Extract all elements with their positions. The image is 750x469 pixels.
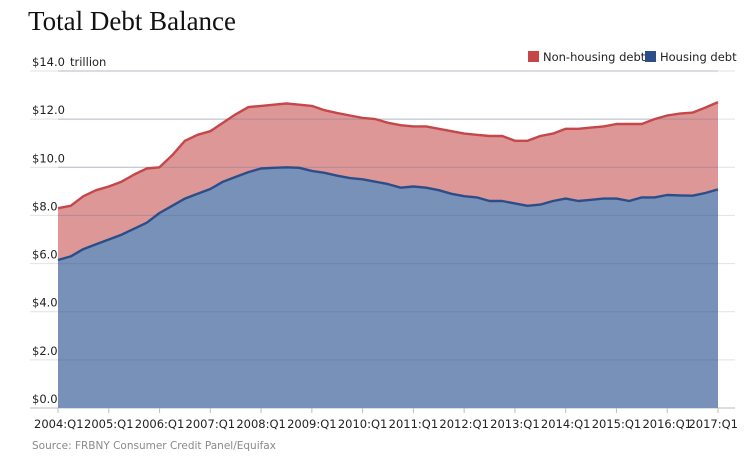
x-tick-label: 2004:Q1: [34, 417, 84, 431]
chart-title: Total Debt Balance: [28, 6, 237, 36]
x-tick-label: 2013:Q1: [490, 417, 540, 431]
y-tick-label: $14.0: [32, 55, 65, 69]
y-tick-label: $2.0: [32, 344, 58, 358]
y-tick-label: $6.0: [32, 248, 58, 262]
x-tick-label: 2005:Q1: [84, 417, 134, 431]
housing-debt-area: [58, 167, 718, 408]
x-tick-label: 2008:Q1: [236, 417, 286, 431]
y-tick-label: $4.0: [32, 296, 58, 310]
x-tick-label: 2012:Q1: [439, 417, 489, 431]
x-tick-label: 2016:Q1: [642, 417, 692, 431]
y-tick-label: $12.0: [32, 103, 65, 117]
non-housing-debt-line: [57, 100, 719, 210]
y-tick-label: $8.0: [32, 199, 58, 213]
x-tick-label: 2011:Q1: [389, 417, 439, 431]
x-tick-label: 2010:Q1: [338, 417, 388, 431]
non-housing-debt-area: [58, 102, 718, 260]
x-tick-label: 2007:Q1: [186, 417, 236, 431]
legend-label-housing: Housing debt: [660, 50, 737, 64]
x-tick-label: 2017:Q1: [688, 417, 738, 431]
legend-swatch-housing: [645, 51, 656, 62]
legend-label-non-housing: Non-housing debt: [543, 50, 646, 64]
y-tick-label: $10.0: [32, 151, 65, 165]
y-tick-label: $0.0: [32, 392, 58, 406]
legend-swatch-non-housing: [528, 51, 539, 62]
x-tick-label: 2015:Q1: [592, 417, 642, 431]
x-tick-label: 2006:Q1: [135, 417, 185, 431]
y-axis-unit-label: trillion: [70, 55, 106, 69]
x-tick-label: 2014:Q1: [541, 417, 591, 431]
housing-debt-line: [57, 166, 719, 262]
x-tick-label: 2009:Q1: [287, 417, 337, 431]
source-note: Source: FRBNY Consumer Credit Panel/Equi…: [32, 440, 276, 452]
